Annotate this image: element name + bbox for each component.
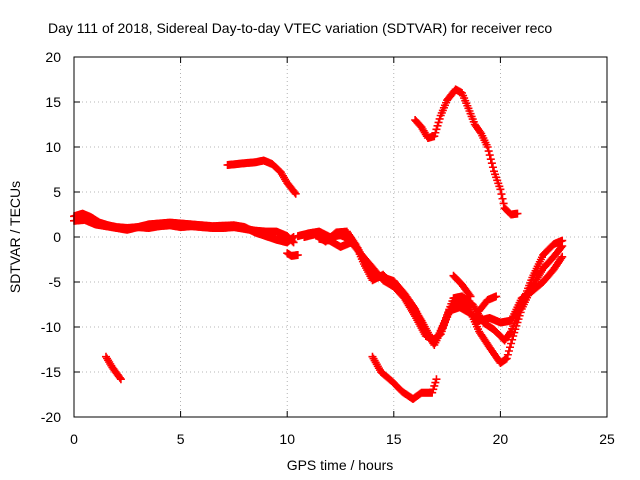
data-point xyxy=(483,143,492,151)
series-track-11 xyxy=(101,352,125,384)
data-series xyxy=(70,85,567,403)
data-point xyxy=(498,194,507,203)
y-tick-label: -10 xyxy=(41,319,61,335)
series-track-7 xyxy=(449,271,475,301)
axis-ticks: 0 5 10 15 20 25 -20 -15 -10 -5 0 5 10 15 20 xyxy=(41,49,615,447)
series-track-2 xyxy=(70,215,298,247)
data-point xyxy=(504,347,513,355)
data-point xyxy=(558,252,567,261)
data-point xyxy=(465,290,474,299)
y-tick-label: 15 xyxy=(45,94,61,110)
data-point xyxy=(557,254,566,263)
series-track-9 xyxy=(223,156,300,198)
y-tick-label: -20 xyxy=(41,409,61,425)
x-tick-label: 15 xyxy=(386,431,402,447)
data-point xyxy=(116,375,125,384)
y-tick-label: 5 xyxy=(53,184,61,200)
series-track-3 xyxy=(283,249,302,260)
data-point xyxy=(496,185,505,194)
data-point xyxy=(466,292,475,301)
series-track-8 xyxy=(475,292,501,315)
data-point xyxy=(485,151,494,160)
y-tick-label: 10 xyxy=(45,139,61,155)
data-point xyxy=(558,236,567,245)
x-tick-label: 5 xyxy=(177,431,185,447)
data-point xyxy=(505,329,514,337)
x-tick-label: 10 xyxy=(279,431,295,447)
data-point xyxy=(293,251,302,259)
series-track-12 xyxy=(368,352,441,403)
x-tick-label: 25 xyxy=(599,431,615,447)
data-point xyxy=(486,155,495,164)
data-point xyxy=(115,373,124,382)
data-point xyxy=(505,343,514,352)
data-point xyxy=(487,159,496,168)
data-point xyxy=(484,147,493,156)
data-point xyxy=(497,190,506,199)
y-tick-label: -15 xyxy=(41,364,61,380)
y-axis-title: SDTVAR / TECUs xyxy=(7,181,23,293)
x-tick-label: 0 xyxy=(70,431,78,447)
data-point xyxy=(502,354,511,363)
data-point xyxy=(513,209,522,218)
series-track-6 xyxy=(315,234,567,345)
data-point xyxy=(507,339,516,348)
y-tick-label: -5 xyxy=(49,274,62,290)
data-point xyxy=(288,233,297,242)
data-point xyxy=(499,199,508,208)
data-point xyxy=(488,163,497,172)
y-tick-label: 0 xyxy=(53,229,61,245)
x-axis-title: GPS time / hours xyxy=(287,457,394,473)
y-tick-label: 20 xyxy=(45,49,61,65)
data-point xyxy=(432,375,441,384)
data-point xyxy=(289,233,298,241)
chart-title: Day 111 of 2018, Sidereal Day-to-day VTE… xyxy=(48,20,552,36)
x-tick-label: 20 xyxy=(493,431,509,447)
data-point xyxy=(291,189,300,198)
data-point xyxy=(492,292,501,301)
data-point xyxy=(290,188,299,197)
series-track-10 xyxy=(411,85,522,219)
data-point xyxy=(503,350,512,359)
